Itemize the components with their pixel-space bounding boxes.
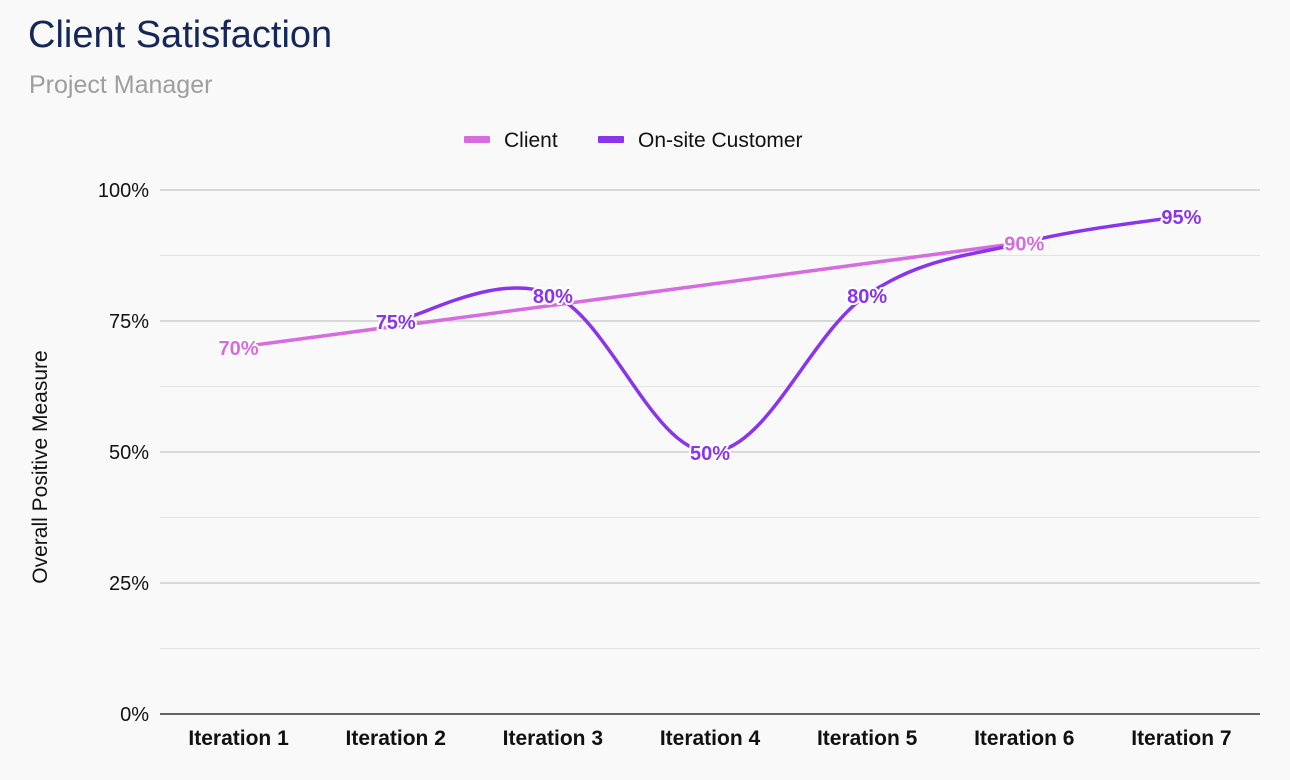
y-axis-label: Overall Positive Measure [29,350,52,583]
data-label-halo: 70% [219,338,259,360]
data-label-halo: 80% [847,286,887,308]
y-tick-label: 25% [109,573,149,595]
x-tick-label: Iteration 6 [974,727,1074,750]
legend-swatch [598,136,624,143]
series-line [393,214,1184,454]
chart-subtitle: Project Manager [29,71,213,99]
data-label: 80% [533,286,573,308]
legend-label: On-site Customer [638,129,803,152]
data-label-halo: 90% [1004,233,1044,255]
legend-label: Client [504,129,558,152]
chart-title: Client Satisfaction [28,14,333,56]
chart-legend: Client On-site Customer [464,129,803,152]
x-axis: Iteration 1 Iteration 2 Iteration 3 Iterati… [160,713,1260,750]
y-tick-label: 50% [109,442,149,464]
data-label: 90% [1004,233,1044,255]
data-label: 70% [219,338,259,360]
series-line [236,240,1027,349]
data-label-halo: 80% [533,286,573,308]
series-lines [236,214,1184,454]
x-tick-label: Iteration 5 [817,727,918,750]
legend-swatch [464,136,490,143]
data-label: 80% [847,286,887,308]
data-label-halo: 75% [376,312,416,334]
y-axis-ticks: 0% 25% 50% 75% 100% [98,180,149,726]
y-tick-label: 0% [120,704,149,726]
data-label: 50% [690,443,730,465]
data-label: 75% [376,312,416,334]
data-label: 95% [1161,207,1201,229]
data-labels: 70%70%90%90%75%75%80%80%50%50%80%80%95%9… [217,205,1204,467]
y-tick-label: 100% [98,180,149,202]
x-tick-label: Iteration 1 [188,727,289,750]
y-tick-label: 75% [109,311,149,333]
x-tick-label: Iteration 2 [346,727,446,750]
x-tick-label: Iteration 7 [1131,727,1231,750]
x-tick-label: Iteration 4 [660,727,761,750]
data-label-halo: 95% [1161,207,1201,229]
data-label-halo: 50% [690,443,730,465]
gridlines [160,189,1260,649]
x-tick-label: Iteration 3 [503,727,603,750]
